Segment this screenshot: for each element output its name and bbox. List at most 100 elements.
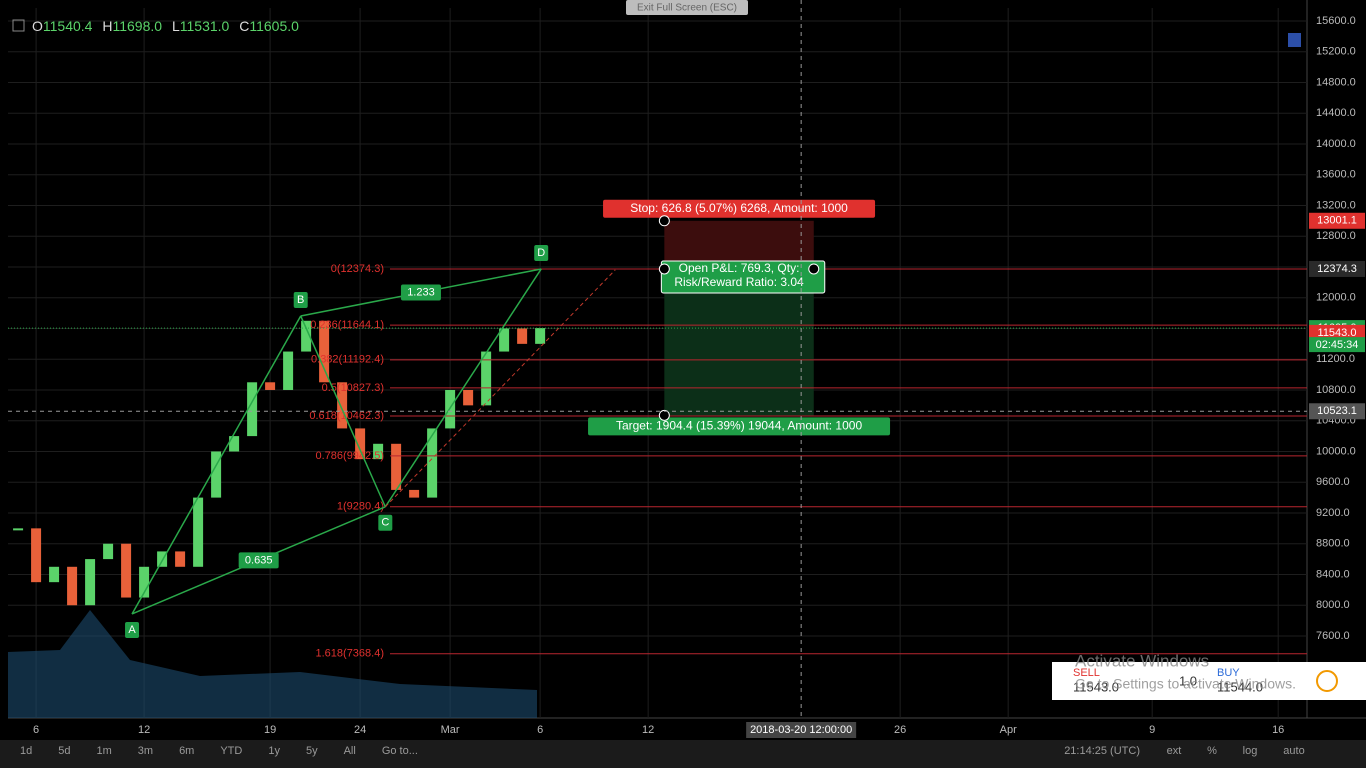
x-tick-label: 9	[1149, 724, 1155, 736]
ohlc-close-key: C	[239, 18, 249, 34]
candle	[229, 436, 240, 452]
y-tick-label: 13200.0	[1316, 199, 1356, 211]
fib-label: 0.618(10462.3)	[309, 410, 384, 422]
option-button[interactable]: ext	[1167, 745, 1182, 757]
option-button[interactable]: log	[1243, 745, 1258, 757]
ratio-badge	[400, 284, 441, 301]
rr-label: Risk/Reward Ratio: 3.04	[674, 275, 804, 289]
info-icon[interactable]	[1316, 670, 1338, 692]
goto-button[interactable]: Go to...	[382, 745, 418, 757]
y-tick-label: 9200.0	[1316, 507, 1350, 519]
y-tick-label: 14400.0	[1316, 107, 1356, 119]
range-button[interactable]: 6m	[179, 745, 194, 757]
sell-label[interactable]: SELL	[1073, 667, 1100, 679]
fib-label: 1(9280.4)	[337, 501, 384, 513]
x-tick-label: 16	[1272, 724, 1284, 736]
x-tick-label: 26	[894, 724, 906, 736]
range-button[interactable]: 3m	[138, 745, 153, 757]
watermark-line-2: Go to Settings to activate Windows.	[1075, 676, 1296, 692]
y-tick-label: 12800.0	[1316, 230, 1356, 242]
x-tick-label: 19	[264, 724, 276, 736]
trade-panel	[1052, 662, 1366, 700]
ohlc-high: 11698.0	[112, 18, 162, 34]
x-tick-label: 12	[642, 724, 654, 736]
y-tick-label: 14800.0	[1316, 76, 1356, 88]
range-button[interactable]: 1d	[20, 745, 32, 757]
candle	[427, 428, 438, 498]
fib-label: 0.5(10827.3)	[322, 382, 384, 394]
candle	[373, 443, 384, 460]
candle	[499, 328, 510, 352]
point-badge	[125, 621, 140, 638]
price-badge	[1309, 324, 1365, 341]
point-badge	[293, 291, 308, 308]
scale-icon[interactable]	[1288, 33, 1301, 47]
candle	[337, 382, 348, 429]
exit-button[interactable]	[626, 0, 748, 15]
crosshair-x-badge	[746, 722, 857, 738]
buy-price[interactable]: 11544.0	[1217, 679, 1263, 694]
point-label: C	[381, 517, 389, 529]
y-tick-label: 8000.0	[1316, 599, 1350, 611]
ratio-label: 1.233	[407, 286, 435, 298]
y-tick-label: 15200.0	[1316, 46, 1356, 58]
exit-button-label[interactable]: Exit Full Screen (ESC)	[637, 3, 737, 14]
range-button[interactable]: 5y	[306, 745, 318, 757]
countdown-badge	[1309, 337, 1365, 353]
pattern-line	[300, 315, 387, 508]
clock: 21:14:25 (UTC)	[1064, 745, 1140, 757]
expand-icon[interactable]	[12, 19, 25, 32]
y-tick-label: 14000.0	[1316, 138, 1356, 150]
range-button[interactable]: 1m	[97, 745, 112, 757]
ohlc-low: 11531.0	[180, 18, 230, 34]
buy-label[interactable]: BUY	[1217, 667, 1240, 679]
sell-price[interactable]: 11543.0	[1073, 679, 1119, 694]
x-tick-label: Mar	[441, 724, 460, 736]
candle	[517, 328, 528, 344]
trend-line	[384, 269, 616, 508]
crosshair-y-badge	[1309, 403, 1365, 420]
handle[interactable]	[658, 263, 670, 275]
point-badge	[534, 244, 549, 261]
ratio-badge	[238, 552, 279, 569]
fib-label: 0.786(9942.5)	[316, 450, 385, 462]
candle	[463, 389, 474, 406]
volume-area	[8, 610, 537, 718]
quantity[interactable]: 1.0	[1179, 673, 1197, 688]
x-tick-label: 12	[138, 724, 150, 736]
range-button[interactable]: All	[344, 745, 356, 757]
handle[interactable]	[808, 263, 820, 275]
candle	[139, 566, 150, 598]
candle	[157, 551, 168, 567]
pattern-line	[384, 268, 542, 508]
price-badge	[1309, 260, 1365, 277]
range-button[interactable]: 5d	[58, 745, 70, 757]
range-button[interactable]: 1y	[268, 745, 280, 757]
candle	[247, 382, 258, 437]
ratio-label: 0.635	[245, 554, 273, 566]
candle	[319, 320, 330, 383]
candle	[175, 551, 186, 567]
y-tick-label: 7600.0	[1316, 630, 1350, 642]
option-button[interactable]: auto	[1283, 745, 1304, 757]
bottom-toolbar	[0, 740, 1366, 768]
y-tick-label: 10800.0	[1316, 384, 1356, 396]
y-tick-label: 12000.0	[1316, 292, 1356, 304]
ohlc-close: 11605.0	[249, 18, 299, 34]
price-badge	[1309, 212, 1365, 229]
point-label: A	[128, 624, 136, 636]
x-tick-label: 6	[33, 724, 39, 736]
candle	[355, 428, 366, 460]
fib-label: 0.382(11192.4)	[311, 354, 384, 366]
position-label: Stop: 626.8 (5.07%) 6268, Amount: 1000	[630, 201, 848, 215]
option-button[interactable]: %	[1207, 745, 1217, 757]
crosshair-y-label: 10523.1	[1317, 405, 1357, 417]
range-button[interactable]: YTD	[220, 745, 242, 757]
handle[interactable]	[658, 215, 670, 227]
handle[interactable]	[658, 409, 670, 421]
fib-label: 1.618(7368.4)	[316, 648, 385, 660]
y-tick-label: 9600.0	[1316, 476, 1350, 488]
candle	[409, 489, 420, 498]
candle	[13, 528, 24, 531]
